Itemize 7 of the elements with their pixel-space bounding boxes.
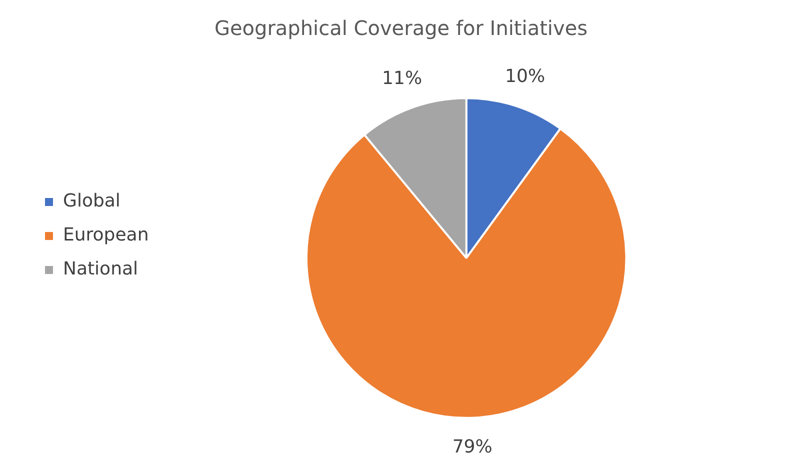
legend-label: European [63,224,149,246]
legend-label: Global [63,190,120,212]
data-label: 11% [382,68,422,89]
legend-label: National [63,258,138,280]
data-label: 79% [452,436,492,458]
data-label: 10% [505,66,546,88]
chart-title: Geographical Coverage for Initiatives [214,16,588,40]
